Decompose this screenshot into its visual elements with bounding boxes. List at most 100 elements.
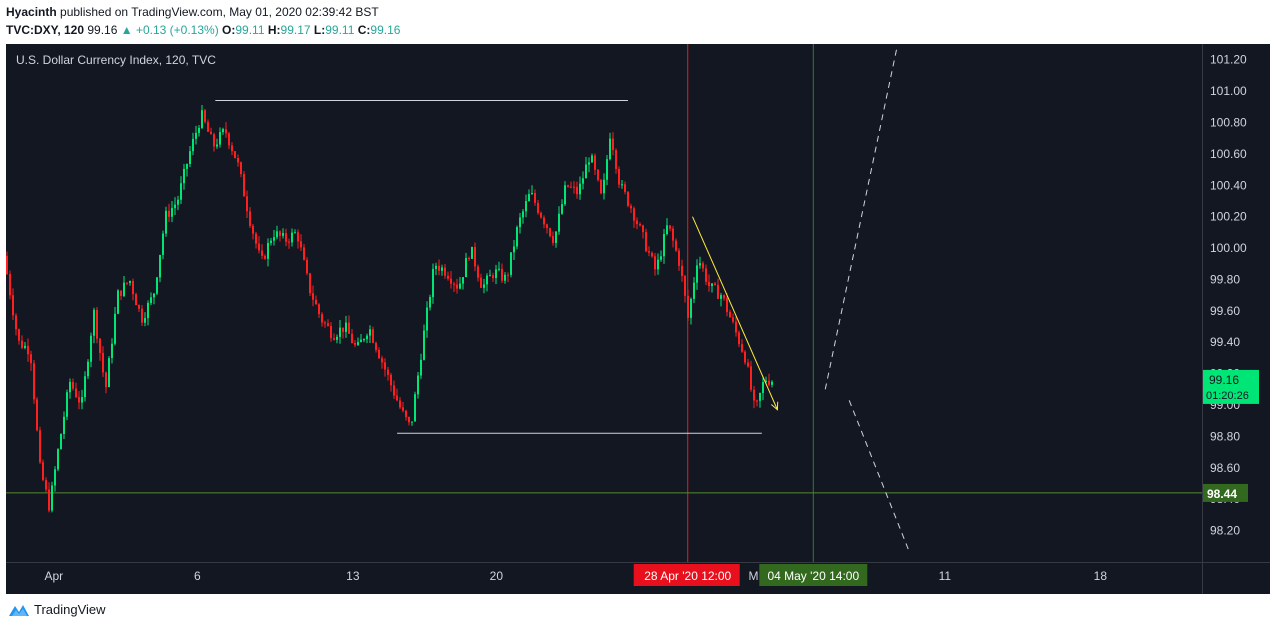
trend-arrow-line[interactable] <box>692 216 778 410</box>
candle-body <box>393 385 395 396</box>
candle-body <box>762 382 764 393</box>
candle-body <box>570 186 572 188</box>
chart-area[interactable]: 101.20 101.00 100.80 100.60 100.40 100.20 100.… <box>6 44 1270 594</box>
candle-body <box>219 132 221 145</box>
symbol-label[interactable]: TVC:DXY, 120 <box>6 23 85 37</box>
time-tick-label: M <box>749 569 759 583</box>
date-tag-green <box>759 564 868 586</box>
candle-body <box>309 273 311 294</box>
candle-body <box>369 329 371 336</box>
candle-body <box>162 233 164 255</box>
candle-body <box>741 344 743 352</box>
tradingview-logo-icon[interactable] <box>8 602 30 618</box>
candle-body <box>519 217 521 228</box>
candle-body <box>534 192 536 203</box>
candle-body <box>288 241 290 243</box>
candle-body <box>384 362 386 370</box>
candle-body <box>495 269 497 279</box>
candle-body <box>93 309 95 336</box>
candle-body <box>636 220 638 225</box>
candle-body <box>312 293 314 300</box>
candle-body <box>759 392 761 401</box>
candle-body <box>585 164 587 179</box>
candle-body <box>558 213 560 232</box>
candle-body <box>612 138 614 151</box>
price-tick-label: 99.60 <box>1210 304 1240 318</box>
projection-up-line[interactable] <box>824 47 898 390</box>
candle-body <box>267 242 269 259</box>
candle-body <box>513 246 515 253</box>
candle-body <box>249 211 251 226</box>
price-tick-label: 99.80 <box>1210 272 1240 286</box>
price-tick-label: 100.00 <box>1210 241 1247 255</box>
candle-body <box>18 329 20 341</box>
candle-body <box>282 233 284 236</box>
candle-body <box>144 318 146 323</box>
candle-body <box>51 485 53 511</box>
close-label: C: <box>357 23 371 37</box>
candle-body <box>609 138 611 160</box>
candle-body <box>156 277 158 294</box>
candle-body <box>486 275 488 285</box>
candle-body <box>453 283 455 285</box>
candle-body <box>333 338 335 340</box>
tradingview-brand[interactable]: TradingView <box>34 602 106 617</box>
low-value: 99.11 <box>325 23 355 37</box>
candle-body <box>315 299 317 305</box>
candle-body <box>180 183 182 200</box>
candle-body <box>564 185 566 205</box>
candle-body <box>543 217 545 225</box>
price-tick-label: 99.40 <box>1210 335 1240 349</box>
candle-body <box>645 232 647 252</box>
candle-body <box>633 208 635 221</box>
price-chart[interactable]: 101.20 101.00 100.80 100.60 100.40 100.20 100.… <box>6 44 1270 594</box>
candle-body <box>39 430 41 463</box>
author-name[interactable]: Hyacinth <box>6 5 57 19</box>
open-value: 99.11 <box>235 23 265 37</box>
candle-body <box>690 298 692 318</box>
candle-body <box>303 247 305 260</box>
candle-body <box>432 268 434 298</box>
candle-body <box>753 389 755 401</box>
trend-arrow-head <box>771 401 779 411</box>
candle-body <box>57 449 59 470</box>
candle-body <box>561 204 563 214</box>
candle-body <box>675 240 677 251</box>
close-value: 99.16 <box>370 23 401 37</box>
price-tick-label: 101.00 <box>1210 84 1247 98</box>
candle-body <box>402 407 404 411</box>
candle-body <box>213 134 215 147</box>
candle-body <box>201 110 203 128</box>
price-tick-label: 100.20 <box>1210 210 1247 224</box>
candle-body <box>159 254 161 278</box>
candle-body <box>222 129 224 133</box>
candle-body <box>231 145 233 152</box>
candle-body <box>24 345 26 348</box>
candle-body <box>102 352 104 373</box>
open-label: O: <box>222 23 236 37</box>
candle-body <box>687 295 689 318</box>
projection-down-line[interactable] <box>848 400 910 552</box>
candle-body <box>105 372 107 388</box>
last-price-tag <box>1203 369 1259 404</box>
candle-body <box>69 381 71 393</box>
candle-body <box>375 342 377 350</box>
candle-body <box>630 205 632 209</box>
candle-body <box>111 343 113 359</box>
candle-body <box>342 327 344 332</box>
candle-body <box>459 283 461 289</box>
candle-body <box>318 304 320 315</box>
candle-body <box>648 251 650 253</box>
price-tick-label: 98.60 <box>1210 461 1240 475</box>
candle-body <box>276 231 278 238</box>
candle-body <box>72 381 74 389</box>
candle-body <box>492 275 494 279</box>
date-tag-green-label: 04 May '20 14:00 <box>767 569 859 583</box>
candle-body <box>168 210 170 217</box>
candle-body <box>483 284 485 288</box>
candle-body <box>594 155 596 170</box>
price-tick-label: 98.20 <box>1210 524 1240 538</box>
candle-body <box>45 480 47 490</box>
candle-body <box>297 232 299 242</box>
candle-body <box>579 183 581 195</box>
